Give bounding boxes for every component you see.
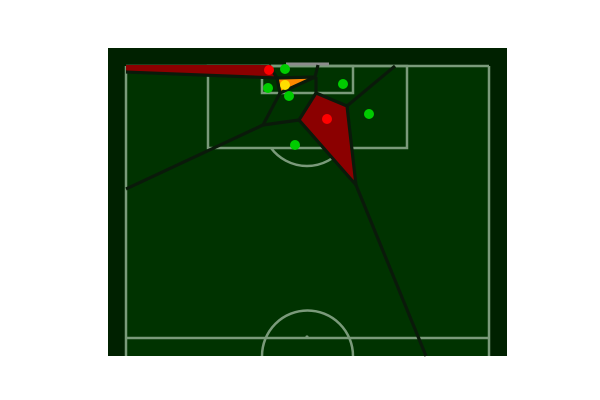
home-player [364, 109, 374, 119]
voronoi-region-away-box [299, 93, 356, 185]
away-player [264, 65, 274, 75]
ball [280, 80, 290, 90]
voronoi-edge [345, 64, 397, 108]
voronoi-edge [262, 77, 318, 127]
home-player [263, 83, 273, 93]
away-players [264, 65, 332, 124]
voronoi-edges [125, 64, 428, 357]
home-players [263, 64, 374, 150]
voronoi-edge-left [125, 70, 278, 80]
home-player [338, 79, 348, 89]
home-player [280, 64, 290, 74]
voronoi-edge [297, 91, 358, 187]
voronoi-edge [275, 77, 282, 94]
goal-area [260, 64, 355, 95]
centre-circle [260, 309, 355, 357]
home-player [284, 91, 294, 101]
voronoi-region-away-left [126, 65, 277, 78]
home-player [290, 140, 300, 150]
voronoi-edge-long [354, 184, 428, 357]
away-player [322, 114, 332, 124]
centre-spot [305, 335, 309, 339]
voronoi-edge [125, 75, 316, 191]
